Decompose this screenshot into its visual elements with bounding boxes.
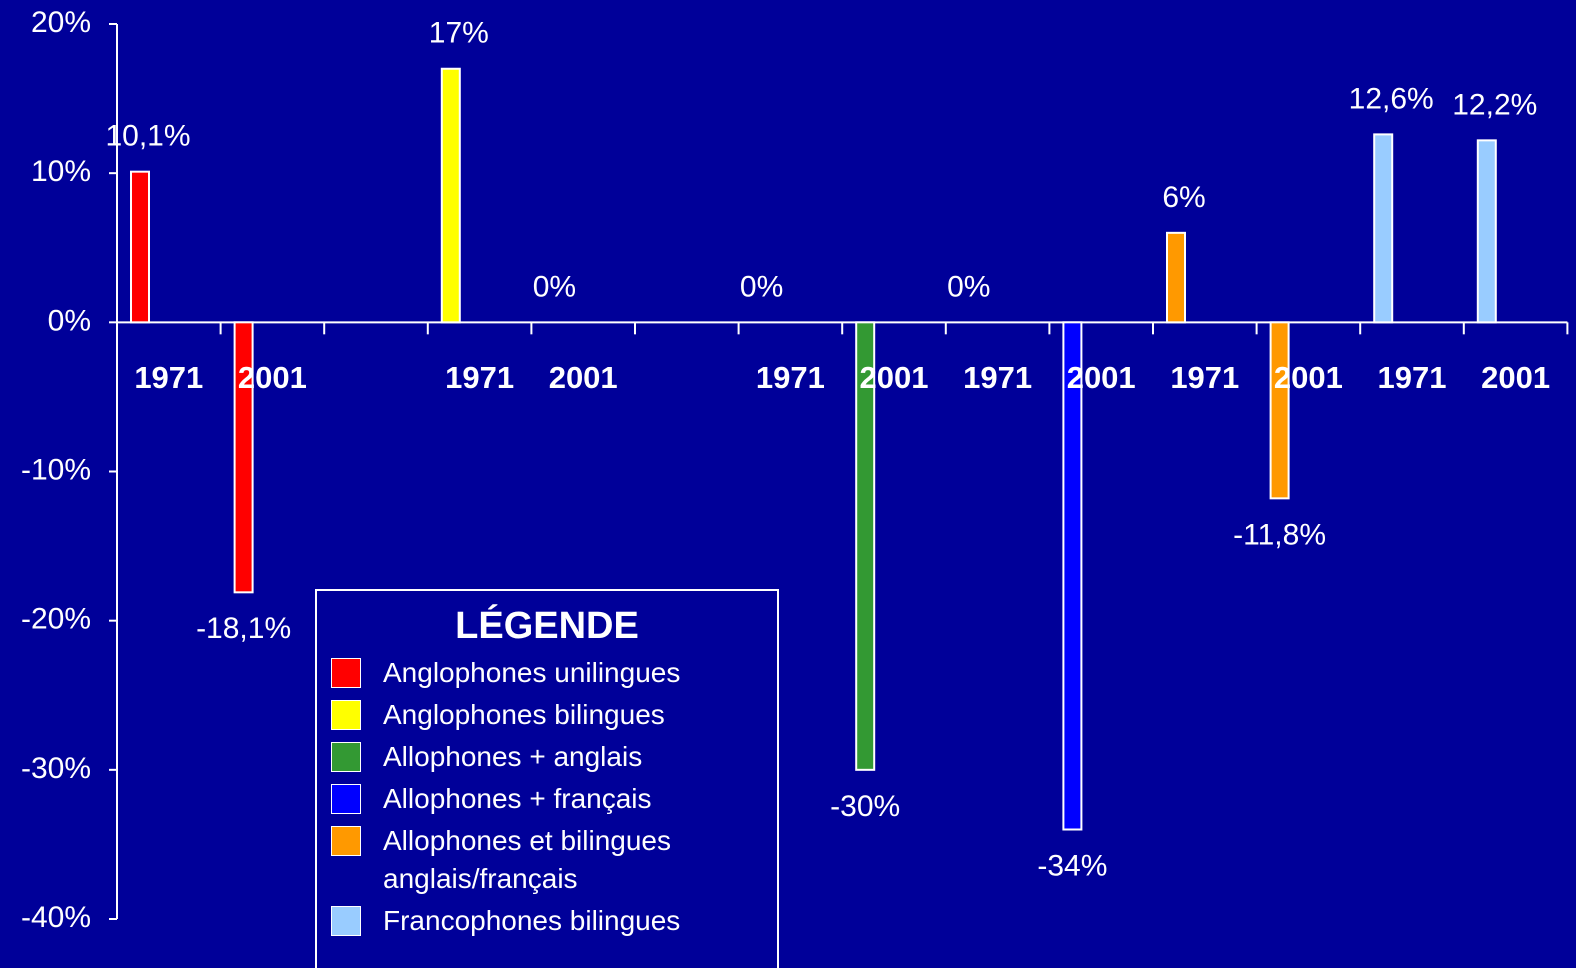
legend-swatch (331, 700, 361, 730)
x-tick-label: 2001 (1067, 360, 1136, 395)
bar (1476, 139, 1497, 324)
bar (1062, 321, 1083, 831)
bar (440, 67, 461, 324)
x-tick-label: 2001 (1481, 360, 1550, 395)
y-tick-label: 0% (48, 304, 91, 337)
legend-label: Allophones + français (383, 783, 652, 814)
legend-item: Anglophones bilingues (331, 696, 777, 734)
x-tick-label: 1971 (1170, 360, 1239, 395)
value-label: 0% (947, 270, 990, 303)
legend-swatch (331, 784, 361, 814)
y-tick-label: -30% (21, 752, 91, 785)
y-tick-label: -40% (21, 901, 91, 934)
legend-label: Francophones bilingues (383, 905, 681, 936)
bar (1269, 321, 1290, 500)
x-tick-label: 1971 (134, 360, 203, 395)
legend-label: Allophones et bilingues anglais/français (383, 825, 671, 894)
value-label: 0% (740, 270, 783, 303)
value-label: -30% (830, 790, 900, 823)
y-tick-label: 20% (31, 6, 91, 39)
legend-swatch (331, 658, 361, 688)
legend-label: Anglophones bilingues (383, 699, 665, 730)
legend-item: Allophones + français (331, 780, 777, 818)
legend-item: Allophones + anglais (331, 738, 777, 776)
value-label: 0% (533, 270, 576, 303)
x-tick-label: 2001 (860, 360, 929, 395)
legend: LÉGENDE Anglophones unilingues Anglophone… (315, 589, 779, 968)
legend-item: Anglophones unilingues (331, 654, 777, 692)
legend-item: Francophones bilingues (331, 902, 777, 940)
value-label: 6% (1162, 181, 1205, 214)
x-tick-label: 2001 (549, 360, 618, 395)
y-tick-label: -10% (21, 453, 91, 486)
bar (1166, 231, 1186, 324)
value-label: -34% (1037, 849, 1107, 882)
x-tick-label: 1971 (1378, 360, 1447, 395)
legend-swatch (331, 906, 361, 936)
legend-label: Allophones + anglais (383, 741, 643, 772)
value-label: 10,1% (105, 120, 190, 153)
x-tick-label: 2001 (1274, 360, 1343, 395)
bar (233, 321, 254, 594)
legend-item: Allophones et bilingues anglais/français (331, 822, 777, 898)
y-tick-label: -20% (21, 603, 91, 636)
x-tick-label: 1971 (963, 360, 1032, 395)
legend-swatch (331, 742, 361, 772)
y-tick-label: 10% (31, 155, 91, 188)
bar (1373, 133, 1394, 324)
x-tick-label: 1971 (756, 360, 825, 395)
legend-title: LÉGENDE (455, 605, 639, 647)
value-label: 12,6% (1349, 82, 1434, 115)
legend-label: Anglophones unilingues (383, 657, 681, 688)
x-tick-label: 2001 (238, 360, 307, 395)
value-label: -18,1% (196, 612, 291, 645)
value-label: -11,8% (1233, 518, 1326, 551)
bar (130, 170, 150, 324)
value-label: 12,2% (1452, 88, 1537, 121)
x-tick-label: 1971 (445, 360, 514, 395)
legend-swatch (331, 826, 361, 856)
value-label: 17% (429, 17, 489, 50)
bar (855, 321, 876, 771)
